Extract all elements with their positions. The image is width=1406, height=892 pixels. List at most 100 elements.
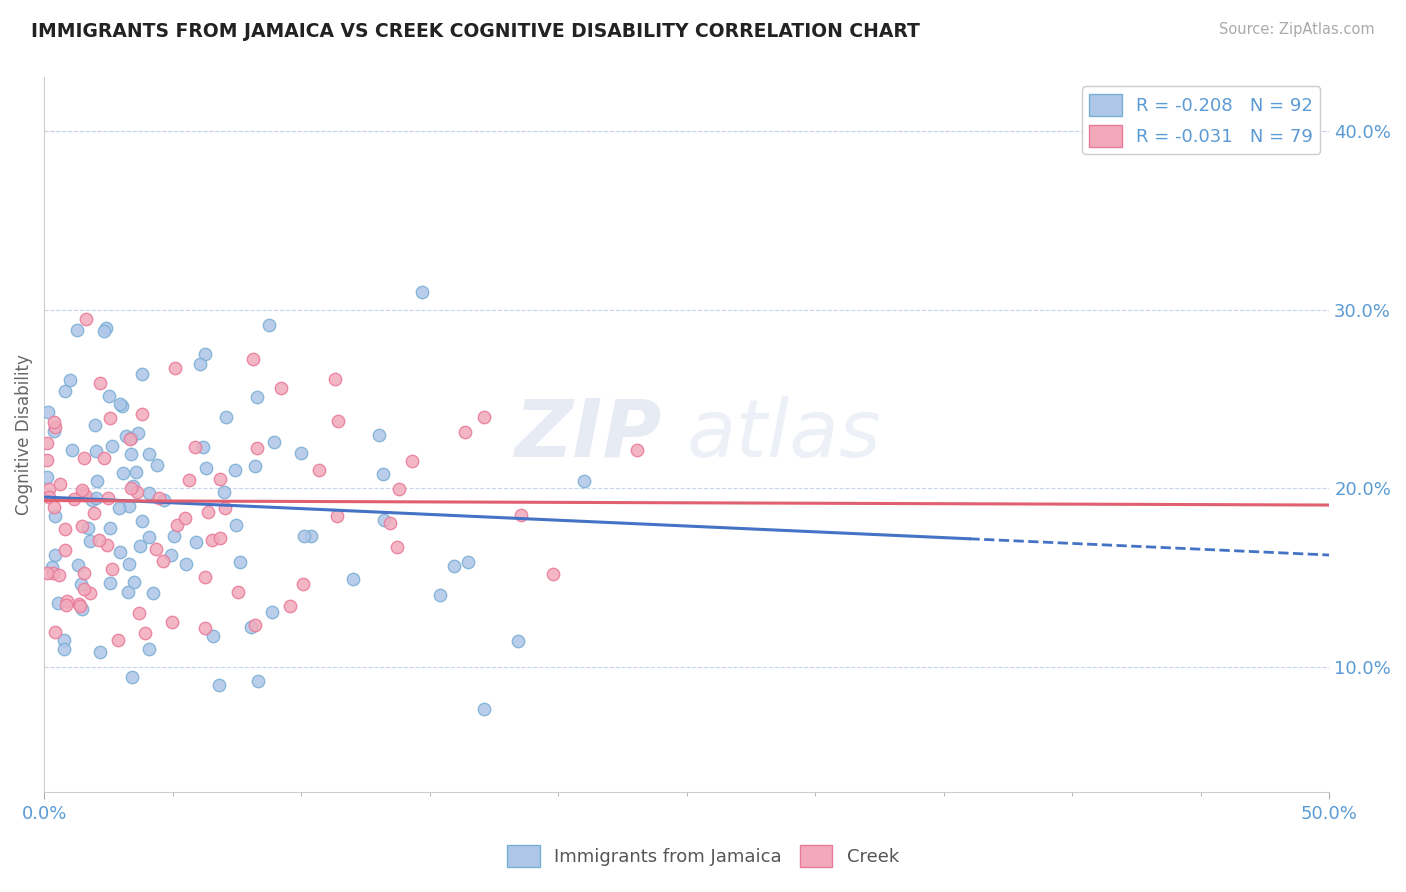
Point (326, 509, 349, 524)
Point (270, 380, 292, 394)
Point (108, 544, 131, 558)
Point (120, 447, 142, 461)
Point (124, 574, 146, 589)
Point (73, 582, 96, 597)
Point (138, 530, 160, 544)
Point (41, 560, 63, 574)
Point (98, 576, 121, 591)
Point (411, 285, 433, 300)
Point (201, 629, 224, 643)
Point (86, 475, 108, 489)
Point (86, 443, 108, 458)
Point (38, 490, 60, 504)
Point (60, 443, 83, 458)
Point (82, 493, 104, 508)
Point (44, 509, 66, 524)
Point (260, 606, 283, 620)
Point (572, 474, 595, 488)
Point (368, 428, 391, 442)
Point (35, 469, 58, 483)
Point (299, 529, 322, 543)
Point (63, 492, 86, 507)
Point (225, 517, 247, 532)
Point (429, 588, 451, 602)
Point (118, 558, 141, 572)
Point (245, 618, 267, 632)
Point (342, 572, 364, 586)
Point (194, 570, 217, 584)
Point (42, 424, 65, 438)
Point (56, 594, 79, 608)
Point (472, 701, 495, 715)
Point (246, 391, 269, 405)
Point (224, 463, 246, 477)
Point (84, 491, 107, 505)
Point (131, 407, 153, 421)
Point (506, 633, 529, 648)
Point (131, 367, 153, 381)
Point (117, 585, 139, 599)
Point (118, 432, 141, 446)
Point (75, 488, 97, 502)
Point (212, 485, 235, 500)
Point (191, 440, 214, 454)
Point (128, 607, 150, 621)
Point (131, 514, 153, 528)
Point (194, 621, 217, 635)
Point (75, 312, 97, 326)
Point (510, 508, 533, 523)
Point (108, 397, 131, 411)
Point (472, 410, 495, 425)
Point (388, 482, 411, 496)
Point (190, 357, 212, 371)
Point (290, 446, 312, 460)
Point (67, 597, 90, 611)
Point (79, 586, 101, 600)
Point (291, 577, 314, 591)
Point (67, 558, 90, 572)
Point (53, 543, 76, 558)
Point (226, 584, 249, 599)
Point (44, 419, 66, 434)
Point (184, 535, 207, 549)
Point (93, 450, 115, 465)
Point (53, 632, 76, 647)
Legend: R = -0.208   N = 92, R = -0.031   N = 79: R = -0.208 N = 92, R = -0.031 N = 79 (1083, 87, 1320, 154)
Point (215, 410, 238, 425)
Point (72, 486, 94, 500)
Point (48, 568, 70, 582)
Point (111, 399, 134, 413)
Point (53, 384, 76, 398)
Point (89, 376, 111, 390)
Point (166, 518, 188, 533)
Point (53, 641, 76, 656)
Point (134, 625, 156, 640)
Text: Source: ZipAtlas.com: Source: ZipAtlas.com (1219, 22, 1375, 37)
Point (127, 425, 149, 440)
Point (111, 466, 134, 480)
Point (454, 425, 477, 439)
Point (77, 521, 100, 535)
Point (373, 513, 395, 527)
Point (70, 576, 93, 591)
Point (145, 458, 167, 473)
Point (108, 500, 131, 515)
Point (125, 465, 148, 479)
Point (308, 463, 330, 477)
Point (443, 559, 465, 574)
Point (214, 501, 236, 516)
Point (457, 556, 479, 570)
Point (69, 599, 91, 613)
Legend: Immigrants from Jamaica, Creek: Immigrants from Jamaica, Creek (501, 838, 905, 874)
Point (257, 318, 280, 332)
Point (387, 540, 409, 554)
Point (128, 539, 150, 553)
Point (94, 321, 117, 335)
Point (176, 557, 198, 571)
Point (125, 485, 148, 500)
Point (247, 674, 270, 689)
Point (163, 529, 186, 543)
Point (55, 598, 77, 612)
Point (42, 500, 65, 515)
Point (208, 678, 231, 692)
